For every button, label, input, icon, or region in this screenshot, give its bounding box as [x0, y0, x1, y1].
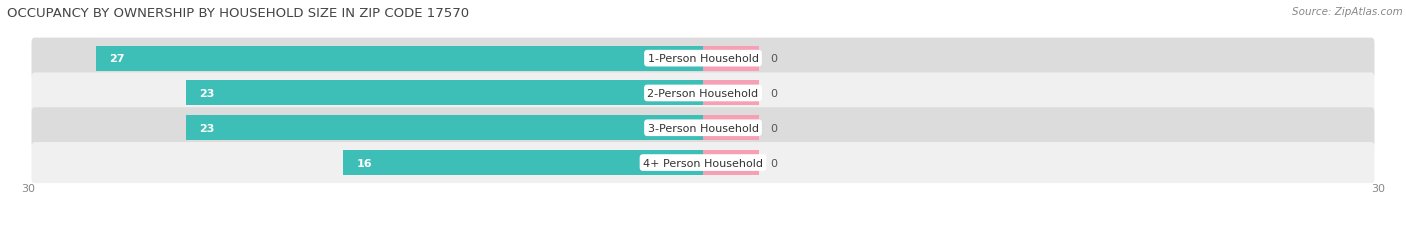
FancyBboxPatch shape: [31, 73, 1375, 114]
Bar: [703, 116, 759, 141]
Text: 0: 0: [770, 123, 778, 133]
Text: 4+ Person Household: 4+ Person Household: [643, 158, 763, 168]
Bar: [186, 116, 703, 141]
Text: 27: 27: [110, 54, 125, 64]
Text: 3-Person Household: 3-Person Household: [648, 123, 758, 133]
Text: 0: 0: [770, 88, 778, 99]
Bar: [343, 150, 703, 175]
Text: 23: 23: [200, 123, 215, 133]
Bar: [703, 150, 759, 175]
Text: 16: 16: [357, 158, 373, 168]
Bar: [96, 46, 703, 71]
Text: OCCUPANCY BY OWNERSHIP BY HOUSEHOLD SIZE IN ZIP CODE 17570: OCCUPANCY BY OWNERSHIP BY HOUSEHOLD SIZE…: [7, 7, 470, 20]
Bar: [186, 81, 703, 106]
Text: 1-Person Household: 1-Person Household: [648, 54, 758, 64]
Bar: [703, 46, 759, 71]
FancyBboxPatch shape: [31, 108, 1375, 149]
FancyBboxPatch shape: [31, 38, 1375, 79]
Bar: [703, 81, 759, 106]
Text: Source: ZipAtlas.com: Source: ZipAtlas.com: [1292, 7, 1403, 17]
Text: 0: 0: [770, 54, 778, 64]
Text: 0: 0: [770, 158, 778, 168]
Text: 2-Person Household: 2-Person Household: [647, 88, 759, 99]
FancyBboxPatch shape: [31, 142, 1375, 183]
Text: 23: 23: [200, 88, 215, 99]
